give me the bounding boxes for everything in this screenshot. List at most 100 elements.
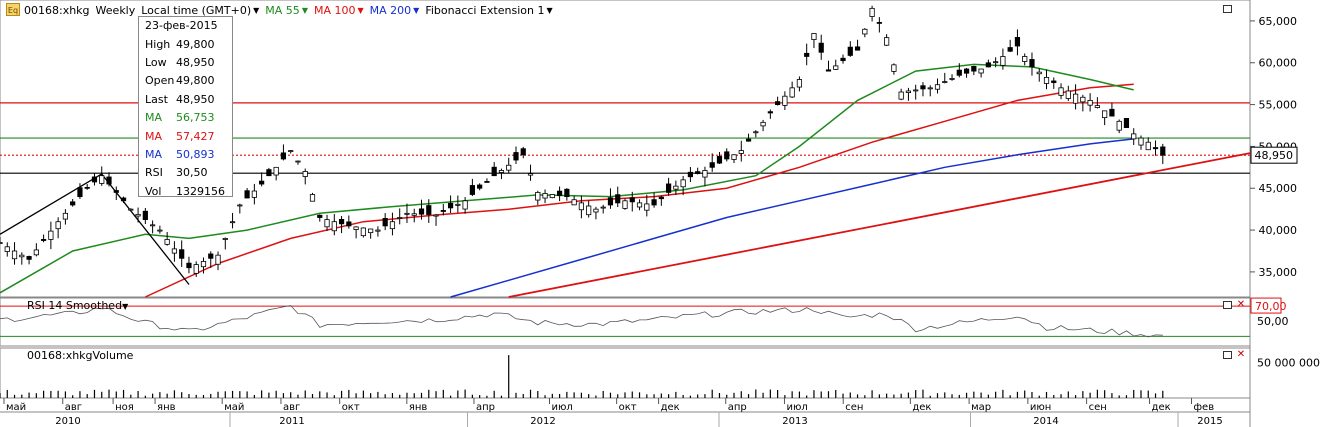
info-row: Open 49,800: [139, 72, 232, 90]
candle-body: [266, 169, 272, 177]
candle-body: [666, 183, 672, 193]
info-value: 56,753: [176, 111, 215, 125]
candle-body: [55, 221, 61, 230]
candle-body: [891, 64, 897, 72]
ma55-label: MA 55: [265, 3, 300, 17]
close-volume-panel-icon[interactable]: ✕: [1236, 349, 1246, 360]
candle-body: [1109, 108, 1115, 117]
volume-panel: [0, 355, 1164, 398]
dropdown-arrow-icon: ▼: [253, 5, 260, 15]
price-tick-label: 40,000: [1259, 224, 1298, 237]
candle-body: [542, 193, 548, 199]
timezone-selector[interactable]: Local time (GMT+0) ▼: [141, 4, 259, 17]
year-label: 2015: [1197, 416, 1222, 427]
candle-body: [208, 253, 214, 259]
month-label: дек: [1152, 402, 1171, 413]
candle-body: [651, 199, 657, 206]
candle-body: [862, 28, 868, 35]
candle-body: [782, 95, 788, 106]
candle-body: [1036, 71, 1042, 75]
candle-body: [477, 184, 483, 189]
candle-body: [273, 166, 279, 176]
candle-body: [1051, 80, 1057, 84]
candle-body: [1000, 56, 1006, 66]
candle-body: [491, 166, 497, 177]
candle-body: [644, 203, 650, 211]
dropdown-arrow-icon: ▼: [122, 302, 129, 311]
candle-body: [1022, 56, 1028, 62]
candle-body: [215, 254, 221, 265]
symbol-selector[interactable]: 00168:xhkg: [24, 4, 90, 17]
month-label: янв: [409, 402, 428, 413]
candle-body: [687, 171, 694, 178]
maximize-rsi-panel-button[interactable]: [1223, 301, 1232, 309]
equity-icon[interactable]: Eq: [6, 3, 20, 16]
candle-body: [157, 229, 163, 232]
candle-body: [259, 180, 265, 185]
candle-body: [1145, 141, 1151, 151]
candle-body: [556, 190, 563, 196]
close-rsi-panel-icon[interactable]: ✕: [1236, 299, 1246, 310]
info-key: MA: [145, 148, 163, 162]
ma200-toggle[interactable]: MA 200 ▼: [370, 4, 420, 17]
info-row: MA 50,893: [139, 145, 232, 163]
candle-body: [847, 46, 853, 56]
candle-body: [1007, 47, 1013, 52]
candle-body: [600, 206, 606, 209]
candle-body: [382, 218, 388, 227]
candle-body: [150, 224, 156, 227]
candle-body: [324, 219, 330, 228]
rsi-panel: [0, 305, 1250, 338]
candle-body: [1072, 93, 1079, 104]
info-value: 50,893: [176, 148, 215, 162]
month-label: июн: [1030, 402, 1051, 413]
candle-body: [368, 228, 374, 234]
rsi-level-label: 70,00: [1255, 300, 1287, 313]
candle-body: [498, 170, 505, 173]
ma55-toggle[interactable]: MA 55 ▼: [265, 4, 308, 17]
candle-body: [4, 246, 10, 252]
candle-body: [949, 78, 955, 80]
candle-body: [164, 239, 170, 245]
ma100-toggle[interactable]: MA 100 ▼: [314, 4, 364, 17]
candle-body: [709, 162, 715, 168]
candle-body: [1131, 133, 1137, 140]
candle-body: [564, 188, 570, 198]
candle-body: [593, 208, 599, 213]
price-tick-label: 60,000: [1259, 57, 1298, 70]
maximize-volume-panel-button[interactable]: [1223, 351, 1232, 359]
month-label: фев: [1194, 402, 1215, 413]
period-label: Weekly: [95, 3, 136, 17]
candle-body: [48, 230, 54, 240]
candle-body: [84, 186, 90, 189]
candle-body: [1080, 96, 1086, 103]
info-value: 49,800: [176, 37, 215, 51]
fibonacci-toggle[interactable]: Fibonacci Extension 1 ▼: [425, 4, 552, 17]
candle-body: [680, 179, 686, 188]
candle-body: [113, 190, 119, 193]
period-selector[interactable]: Weekly: [96, 4, 136, 17]
candle-body: [1152, 147, 1159, 150]
candle-body: [135, 213, 141, 217]
candle-body: [513, 152, 519, 161]
month-label: апр: [476, 402, 495, 413]
candle-body: [586, 205, 592, 216]
info-row: Vol 1329156: [139, 182, 232, 200]
candle-body: [142, 210, 148, 221]
candle-body: [716, 156, 723, 164]
candle-body: [1138, 137, 1144, 146]
candle-body: [535, 192, 541, 201]
maximize-price-panel-button[interactable]: [1223, 5, 1232, 13]
candle-body: [70, 201, 76, 206]
candle-body: [360, 227, 366, 237]
candle-body: [62, 212, 69, 220]
candle-body: [833, 65, 839, 70]
candle-body: [607, 197, 614, 206]
candle-body: [898, 91, 904, 100]
candle-body: [934, 84, 941, 90]
info-row: Low 48,950: [139, 53, 232, 71]
info-row: MA 57,427: [139, 127, 232, 145]
rsi-panel-label[interactable]: RSI 14 Smoothed▼: [27, 299, 128, 312]
info-row: Last 48,950: [139, 90, 232, 108]
